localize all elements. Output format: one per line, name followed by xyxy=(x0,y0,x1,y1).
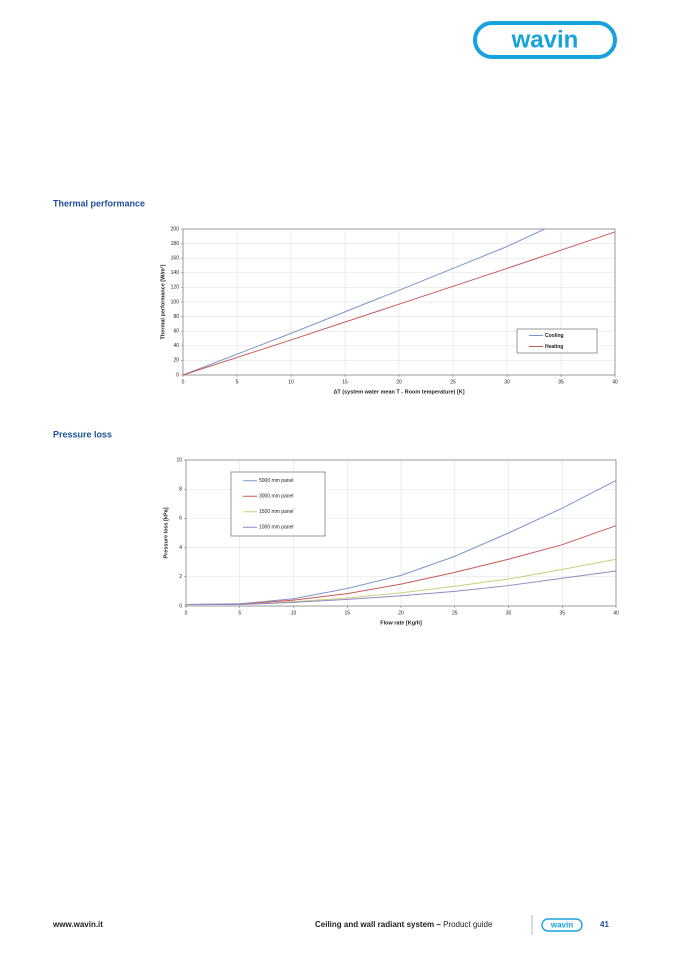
legend-box xyxy=(516,328,598,354)
y-tick-label: 2 xyxy=(179,574,182,580)
y-tick-label: 140 xyxy=(171,270,180,276)
x-tick-label: 0 xyxy=(185,610,188,616)
x-tick-label: 25 xyxy=(450,379,456,385)
legend-box xyxy=(230,471,326,537)
x-tick-label: 30 xyxy=(504,379,510,385)
website: www.wavin.it xyxy=(52,920,103,929)
y-tick-label: 40 xyxy=(173,343,179,349)
footer-title: Ceiling and wall radiant system – Produc… xyxy=(315,920,493,929)
x-tick-label: 15 xyxy=(342,379,348,385)
section-heading: Thermal performance xyxy=(53,198,145,208)
x-tick-label: 20 xyxy=(398,610,404,616)
logo-frame xyxy=(473,21,617,59)
logo: wavin xyxy=(511,26,579,53)
x-tick-label: 35 xyxy=(559,610,565,616)
y-tick-label: 200 xyxy=(171,226,180,232)
legend-label: Cooling xyxy=(545,333,564,339)
footer-title-rest: Product guide xyxy=(443,920,493,929)
x-tick-label: 0 xyxy=(182,379,185,385)
x-tick-label: 20 xyxy=(396,379,402,385)
x-tick-label: 35 xyxy=(558,379,564,385)
x-tick-label: 25 xyxy=(452,610,458,616)
legend-label: 3000 mm panel xyxy=(259,494,293,500)
x-tick-label: 30 xyxy=(506,610,512,616)
data-line xyxy=(185,525,617,606)
y-tick-label: 160 xyxy=(171,256,180,262)
y-tick-label: 60 xyxy=(173,329,179,335)
y-tick-label: 0 xyxy=(176,372,179,378)
x-tick-label: 5 xyxy=(238,610,241,616)
y-tick-label: 20 xyxy=(173,358,179,364)
y-tick-label: 10 xyxy=(176,457,182,463)
x-tick-label: 10 xyxy=(291,610,297,616)
legend-label: 5000 mm panel xyxy=(259,478,293,484)
plot-frame xyxy=(182,228,616,376)
footer-logo: wavin xyxy=(550,921,573,930)
y-tick-label: 6 xyxy=(179,516,182,522)
page-number: 41 xyxy=(600,920,609,929)
x-tick-label: 15 xyxy=(344,610,350,616)
legend-label: 1500 mm panel xyxy=(259,509,293,515)
y-tick-label: 4 xyxy=(179,545,182,551)
x-tick-label: 40 xyxy=(613,610,619,616)
y-tick-label: 120 xyxy=(171,285,180,291)
y-tick-label: 100 xyxy=(171,299,180,305)
plot-frame xyxy=(185,459,617,607)
x-axis-label: ΔT (system water mean T - Room temperatu… xyxy=(333,389,464,395)
legend-label: Heating xyxy=(545,344,563,350)
footer-title-bold: Ceiling and wall radiant system – xyxy=(315,920,441,929)
footer-logo-frame xyxy=(541,918,583,932)
y-tick-label: 180 xyxy=(171,241,180,247)
data-line xyxy=(182,231,616,376)
x-axis-label: Flow rate [Kg/h] xyxy=(380,620,422,626)
x-tick-label: 40 xyxy=(612,379,618,385)
y-axis-label: Pressure loss [kPa] xyxy=(163,507,169,558)
x-tick-label: 5 xyxy=(236,379,239,385)
data-line xyxy=(185,479,617,606)
y-tick-label: 8 xyxy=(179,487,182,493)
y-tick-label: 0 xyxy=(179,603,182,609)
legend-label: 1000 mm panel xyxy=(259,525,293,531)
y-tick-label: 80 xyxy=(173,314,179,320)
data-line xyxy=(182,228,546,376)
data-line xyxy=(186,570,617,606)
y-axis-label: Thermal performance [W/m²] xyxy=(159,264,166,339)
section-heading: Pressure loss xyxy=(53,429,112,439)
x-tick-label: 10 xyxy=(288,379,294,385)
